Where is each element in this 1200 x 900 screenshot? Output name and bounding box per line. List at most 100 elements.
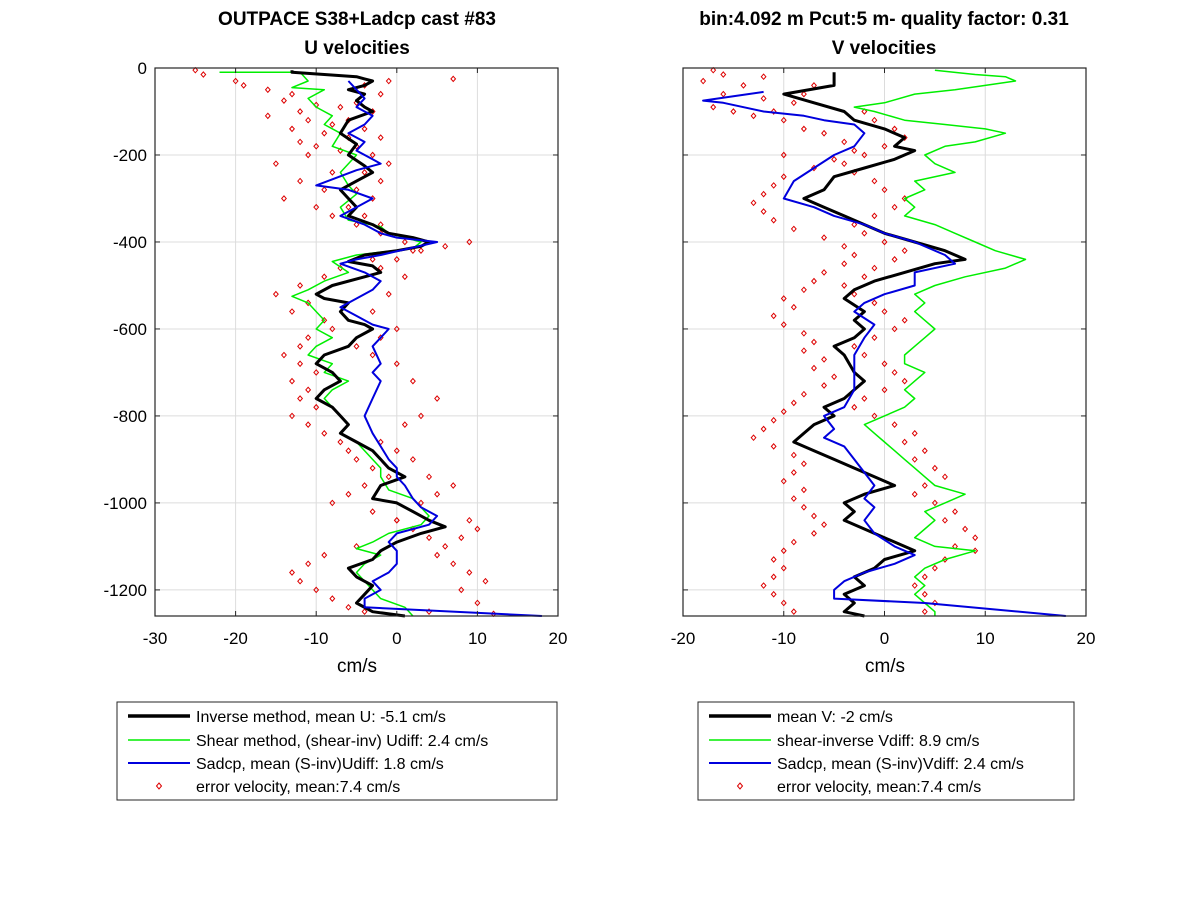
u-series-error-point <box>329 212 336 220</box>
v-series-error-point <box>921 447 928 455</box>
u-series-error-point <box>377 90 384 98</box>
v-series-error-point <box>941 516 948 524</box>
v-series-error-point <box>700 77 707 85</box>
u-series-error-point <box>297 342 304 350</box>
v-series-error-point <box>760 190 767 198</box>
v-series-error-point <box>811 530 817 537</box>
u-series-error-point <box>240 82 247 89</box>
v-series-error-point <box>891 421 898 428</box>
u-series-error-point <box>418 412 424 420</box>
v-series-error-point <box>770 182 777 189</box>
u-series-error-point <box>361 212 368 220</box>
u-series-error-point <box>353 456 360 463</box>
u-series-error-point <box>305 334 312 342</box>
v-series-error-point <box>921 573 928 581</box>
u-ticks: -30 -20 -10 0 10 20 0 -200 -400 -600 -800 -1000 -120… <box>104 59 568 648</box>
u-series-error-point <box>305 560 312 568</box>
u-series-error-point <box>401 273 408 281</box>
v-velocity-plot: -20 -10 0 10 20 cm/s <box>671 66 1095 677</box>
u-series-error-point <box>353 221 360 228</box>
u-series-error-point <box>280 351 287 359</box>
u-series-error-point <box>313 203 320 211</box>
u-series-error-markers <box>192 66 497 618</box>
u-series-error-point <box>289 90 295 98</box>
u-series-error-point <box>450 560 457 568</box>
v-series-error-point <box>811 512 817 520</box>
u-series-error-point <box>264 86 271 94</box>
u-series-error-point <box>426 473 433 481</box>
u-x-axis-label: cm/s <box>337 656 377 677</box>
u-legend-label-error: error velocity, mean:7.4 cm/s <box>196 779 400 796</box>
v-series-error-point <box>770 590 777 598</box>
u-series-error-point <box>418 499 424 507</box>
u-legend-label-sadcp: Sadcp, mean (S-inv)Udiff: 1.8 cm/s <box>196 756 444 773</box>
v-series-error-point <box>821 129 828 137</box>
v-series-error-point <box>800 390 807 398</box>
u-y-tick-label: -1000 <box>104 494 147 513</box>
v-series-error-point <box>760 425 767 433</box>
v-series-error-point <box>720 71 727 78</box>
u-series-error-point <box>297 395 304 402</box>
v-series-error-point <box>851 221 858 228</box>
u-y-tick-label: -400 <box>113 233 147 252</box>
v-series-error-point <box>800 329 807 337</box>
v-series-error-point <box>790 469 797 476</box>
v-series-error-point <box>901 247 908 255</box>
v-series-error-point <box>730 108 737 115</box>
u-series-error-point <box>313 586 320 594</box>
v-series-error-point <box>891 325 898 333</box>
v-series-error-point <box>821 521 828 529</box>
v-series-error-point <box>780 151 787 159</box>
u-legend-box <box>116 701 558 801</box>
u-series-error-point <box>450 75 457 83</box>
u-series-error-point <box>321 129 328 137</box>
v-legend: mean V: -2 cm/s shear-inverse Vdiff: 8.9… <box>697 701 1075 801</box>
v-series-error-point <box>760 582 767 589</box>
u-series-error-point <box>377 177 384 185</box>
v-series-error-point <box>851 342 858 350</box>
v-series-error-point <box>800 125 807 133</box>
v-series-error-point <box>931 464 938 472</box>
v-series-error-point <box>780 547 787 555</box>
u-plot-border <box>154 67 559 617</box>
u-series-error-point <box>482 577 489 585</box>
v-series-error-point <box>921 590 928 598</box>
v-series-error-point <box>972 534 979 542</box>
u-x-tick-label: -30 <box>143 629 168 648</box>
v-series-error-point <box>790 303 797 311</box>
v-series-error-point <box>821 382 828 389</box>
v-series-error-point <box>800 347 807 355</box>
u-series-error-point <box>200 71 207 78</box>
v-series-error-point <box>780 477 787 485</box>
u-legend-swatch-error <box>155 782 163 790</box>
u-series-error-point <box>289 569 295 576</box>
v-series-error-point <box>921 482 928 489</box>
v-series-error-point <box>911 582 918 589</box>
u-series-error-point <box>232 77 239 85</box>
v-series-error-point <box>841 242 848 250</box>
v-series-error-point <box>871 264 878 272</box>
u-series-shear-line <box>219 71 430 617</box>
u-series-error-point <box>313 403 320 411</box>
v-series-error-point <box>800 90 807 98</box>
u-series-error-point <box>409 247 416 255</box>
u-series-error-point <box>385 160 392 168</box>
v-x-axis-label: cm/s <box>865 656 905 677</box>
u-series-error-point <box>297 282 304 289</box>
v-series-error-point <box>861 151 868 159</box>
v-series-error-point <box>790 608 797 616</box>
u-series-error-point <box>474 525 481 533</box>
v-series-error-point <box>841 260 848 268</box>
u-series-error-point <box>289 125 295 133</box>
u-series-error-point <box>434 551 441 559</box>
v-series-error-point <box>891 256 898 263</box>
u-series-error-point <box>361 482 368 489</box>
v-series-error-point <box>790 495 797 502</box>
v-series-error-point <box>821 356 828 363</box>
v-series-error-point <box>790 399 797 407</box>
v-legend-label-sadcp: Sadcp, mean (S-inv)Vdiff: 2.4 cm/s <box>777 756 1024 773</box>
u-series-error-point <box>369 308 376 315</box>
v-series-error-point <box>931 599 938 607</box>
u-series-error-point <box>305 421 312 428</box>
